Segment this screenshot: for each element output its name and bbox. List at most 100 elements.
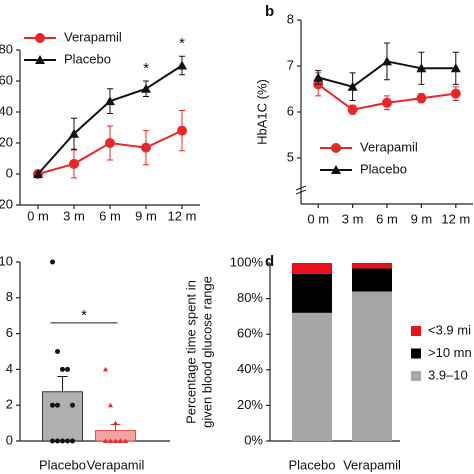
legend-swatch [411, 348, 421, 359]
y-tick-label: 80 [0, 41, 13, 56]
marker [382, 56, 392, 66]
marker [141, 142, 151, 153]
marker [347, 81, 358, 91]
x-tick-label: Placebo [39, 457, 86, 472]
bar-segment [352, 268, 392, 292]
bar-segment [292, 312, 332, 441]
x-tick-label: 3 m [63, 208, 85, 223]
y-axis-label: given blood glucose range [199, 276, 214, 428]
y-tick-label: 4 [6, 361, 13, 376]
y-tick-label: 2 [6, 397, 13, 412]
panel-letter: b [265, 3, 274, 20]
bar-segment [292, 263, 332, 274]
y-tick-label: 8 [6, 289, 13, 304]
marker [103, 438, 108, 443]
error-bar [110, 423, 121, 431]
legend-label: >10 mn [428, 345, 472, 360]
x-tick-label: 3 m [342, 211, 364, 226]
marker [141, 83, 151, 93]
y-tick-label: 0 [6, 432, 13, 447]
marker [55, 438, 60, 444]
y-tick-label: 40 [0, 103, 13, 118]
marker [382, 97, 392, 108]
y-tick-label: 100% [230, 254, 264, 269]
marker [450, 88, 461, 99]
annotation: * [143, 60, 149, 77]
marker [177, 60, 187, 70]
y-axis-label: Percentage time spent in [183, 280, 198, 424]
x-tick-label: 12 m [168, 208, 197, 223]
annotation: * [81, 307, 87, 324]
marker [69, 128, 79, 138]
y-tick-label: 20% [237, 397, 263, 412]
x-tick-label: 12 m [441, 211, 470, 226]
marker [416, 93, 427, 104]
marker [50, 438, 55, 444]
legend-label: Placebo [64, 51, 111, 66]
y-tick-label: 20 [0, 134, 13, 149]
x-tick-label: Placebo [289, 457, 336, 472]
y-tick-label: 0% [244, 432, 263, 447]
marker [177, 125, 187, 136]
y-tick-label: 80% [237, 290, 263, 305]
legend-label: Verapamil [360, 139, 418, 154]
axis-break [295, 185, 307, 195]
marker [50, 402, 55, 408]
legend-swatch [411, 371, 421, 381]
marker [118, 438, 123, 443]
marker [60, 438, 65, 444]
error-bar [57, 376, 68, 392]
marker [35, 33, 45, 43]
marker [331, 143, 341, 153]
legend-swatch [411, 326, 421, 336]
marker [108, 402, 113, 408]
y-tick-label: 40% [237, 361, 263, 376]
marker [60, 366, 65, 372]
y-tick-label: 0 [6, 165, 13, 180]
marker [70, 438, 75, 444]
marker [55, 402, 60, 408]
y-tick-label: 6 [6, 325, 13, 340]
x-tick-label: 6 m [376, 211, 398, 226]
y-tick-label: 6 [287, 103, 294, 118]
marker [113, 420, 118, 426]
marker [113, 438, 118, 443]
y-tick-label: 60 [0, 72, 13, 87]
x-tick-label: 9 m [411, 211, 433, 226]
marker [69, 158, 79, 169]
marker [65, 438, 70, 444]
marker [70, 402, 75, 408]
annotation: * [179, 35, 185, 52]
bar-segment [292, 273, 332, 313]
marker [50, 259, 55, 265]
y-tick-label: 5 [287, 149, 294, 164]
y-tick-label: 7 [287, 57, 294, 72]
x-tick-label: 6 m [99, 208, 121, 223]
bar [42, 391, 83, 442]
marker [33, 169, 43, 178]
y-tick-label: -20 [0, 196, 13, 211]
bar-segment [352, 291, 392, 441]
marker [313, 72, 324, 82]
legend-label: <3.9 mi [428, 322, 471, 337]
marker [331, 165, 341, 174]
legend-label: Verapamil [64, 29, 122, 44]
marker [123, 438, 128, 443]
panel-letter: d [265, 253, 274, 270]
marker [55, 349, 60, 354]
legend-label: Placebo [360, 161, 407, 176]
y-tick-label: 60% [237, 326, 263, 341]
y-axis-label: HbA1C (%) [254, 79, 269, 145]
marker [35, 55, 45, 64]
marker [416, 63, 427, 73]
marker [450, 63, 461, 73]
marker [65, 366, 70, 372]
x-tick-label: 0 m [27, 208, 49, 223]
marker [108, 438, 113, 443]
y-tick-label: 10 [0, 253, 13, 268]
x-tick-label: Verapamil [343, 457, 401, 472]
marker [103, 366, 108, 372]
bar-segment [352, 263, 392, 269]
x-tick-label: 9 m [135, 208, 157, 223]
